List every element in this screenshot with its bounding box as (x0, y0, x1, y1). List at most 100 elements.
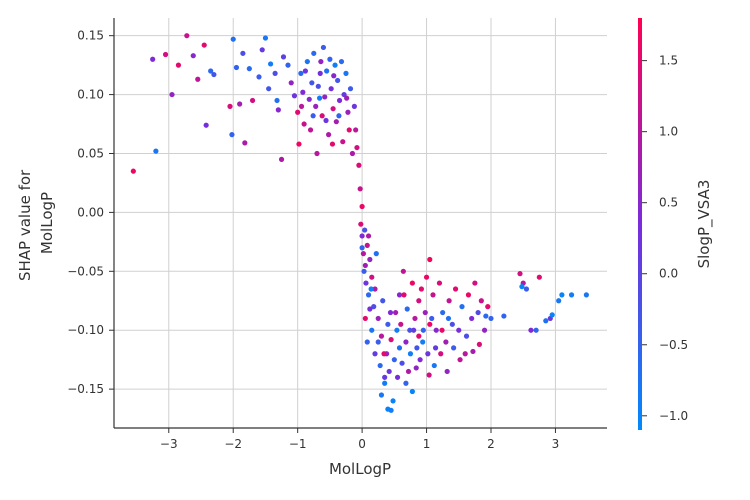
data-point (328, 86, 334, 92)
data-point (568, 292, 575, 298)
data-point (324, 68, 330, 74)
data-point (381, 351, 387, 357)
data-point (426, 372, 432, 378)
data-point (249, 97, 256, 104)
data-point (416, 333, 422, 339)
data-point (278, 156, 285, 162)
data-point (291, 93, 298, 99)
data-point (363, 280, 369, 286)
data-point (423, 274, 430, 280)
data-point (403, 339, 409, 345)
x-tick-label: 3 (552, 437, 560, 451)
data-point (429, 315, 435, 322)
data-point (375, 339, 381, 345)
data-point (368, 286, 374, 292)
data-point (362, 262, 368, 269)
colorbar-tick-label: −1.0 (659, 409, 688, 423)
data-point (356, 162, 362, 168)
data-point (343, 70, 349, 76)
data-point (469, 315, 475, 322)
data-point (331, 73, 337, 79)
data-point (390, 398, 396, 404)
data-point (478, 298, 484, 304)
data-point (317, 70, 323, 76)
data-point (319, 113, 325, 119)
data-point (543, 318, 549, 324)
y-tick-label: 0.15 (77, 29, 104, 43)
data-point (367, 256, 373, 263)
data-point (169, 91, 175, 98)
data-point (444, 368, 450, 375)
data-point (320, 44, 327, 51)
y-tick-label: 0.00 (77, 205, 104, 219)
data-point (369, 274, 375, 280)
data-point (533, 327, 539, 333)
data-point (323, 117, 329, 124)
data-point (306, 96, 312, 102)
data-point (411, 327, 417, 333)
data-point (472, 280, 478, 286)
data-point (307, 127, 314, 133)
data-point (422, 309, 428, 316)
data-point (162, 51, 169, 58)
data-point (378, 333, 385, 339)
data-point (336, 113, 342, 119)
data-point (470, 348, 476, 355)
data-point (418, 286, 424, 292)
data-point (373, 251, 379, 257)
data-point (432, 345, 439, 351)
data-point (203, 122, 209, 128)
colorbar-tick-label: 0.5 (659, 196, 678, 210)
data-point (583, 292, 589, 298)
data-point (375, 315, 381, 322)
data-point (298, 70, 304, 76)
data-point (201, 42, 207, 48)
data-point (380, 298, 386, 304)
data-point (346, 127, 352, 133)
data-point (393, 309, 399, 316)
data-point (483, 313, 489, 319)
x-tick-group: −3 −2 −1 0 1 2 3 (160, 428, 559, 451)
data-point (240, 50, 246, 56)
data-point (417, 357, 423, 363)
data-point (347, 86, 354, 92)
data-point (227, 103, 233, 109)
data-point (153, 148, 159, 154)
data-point (266, 86, 272, 92)
data-point (357, 186, 363, 192)
data-point (519, 284, 525, 290)
data-point (445, 315, 452, 322)
data-point (190, 53, 196, 59)
colorbar-tick-label: 1.0 (659, 125, 678, 139)
data-point (387, 309, 394, 316)
data-point (349, 150, 356, 157)
data-point (302, 68, 308, 74)
data-point (452, 286, 459, 292)
data-point (237, 101, 243, 107)
data-point (314, 150, 320, 157)
data-point (361, 268, 367, 274)
data-point (412, 315, 418, 322)
data-point (359, 203, 365, 210)
data-point (301, 121, 307, 127)
data-point (438, 351, 444, 357)
x-tick-label: 1 (423, 437, 431, 451)
data-point (446, 298, 452, 304)
data-point (330, 106, 336, 112)
data-point (336, 97, 343, 104)
data-point (407, 327, 413, 333)
data-point (364, 242, 370, 248)
data-point (463, 333, 470, 339)
colorbar-gradient (638, 18, 642, 430)
data-point (420, 339, 426, 345)
data-point (351, 103, 357, 109)
axes (113, 18, 607, 429)
y-tick-label: −0.10 (67, 323, 104, 337)
colorbar-tick-label: 1.5 (659, 54, 678, 68)
data-point (427, 321, 433, 327)
data-point (369, 327, 375, 333)
y-axis-label: SHAP value for MolLogP (16, 165, 56, 281)
data-point (362, 227, 368, 233)
data-point (485, 304, 491, 310)
